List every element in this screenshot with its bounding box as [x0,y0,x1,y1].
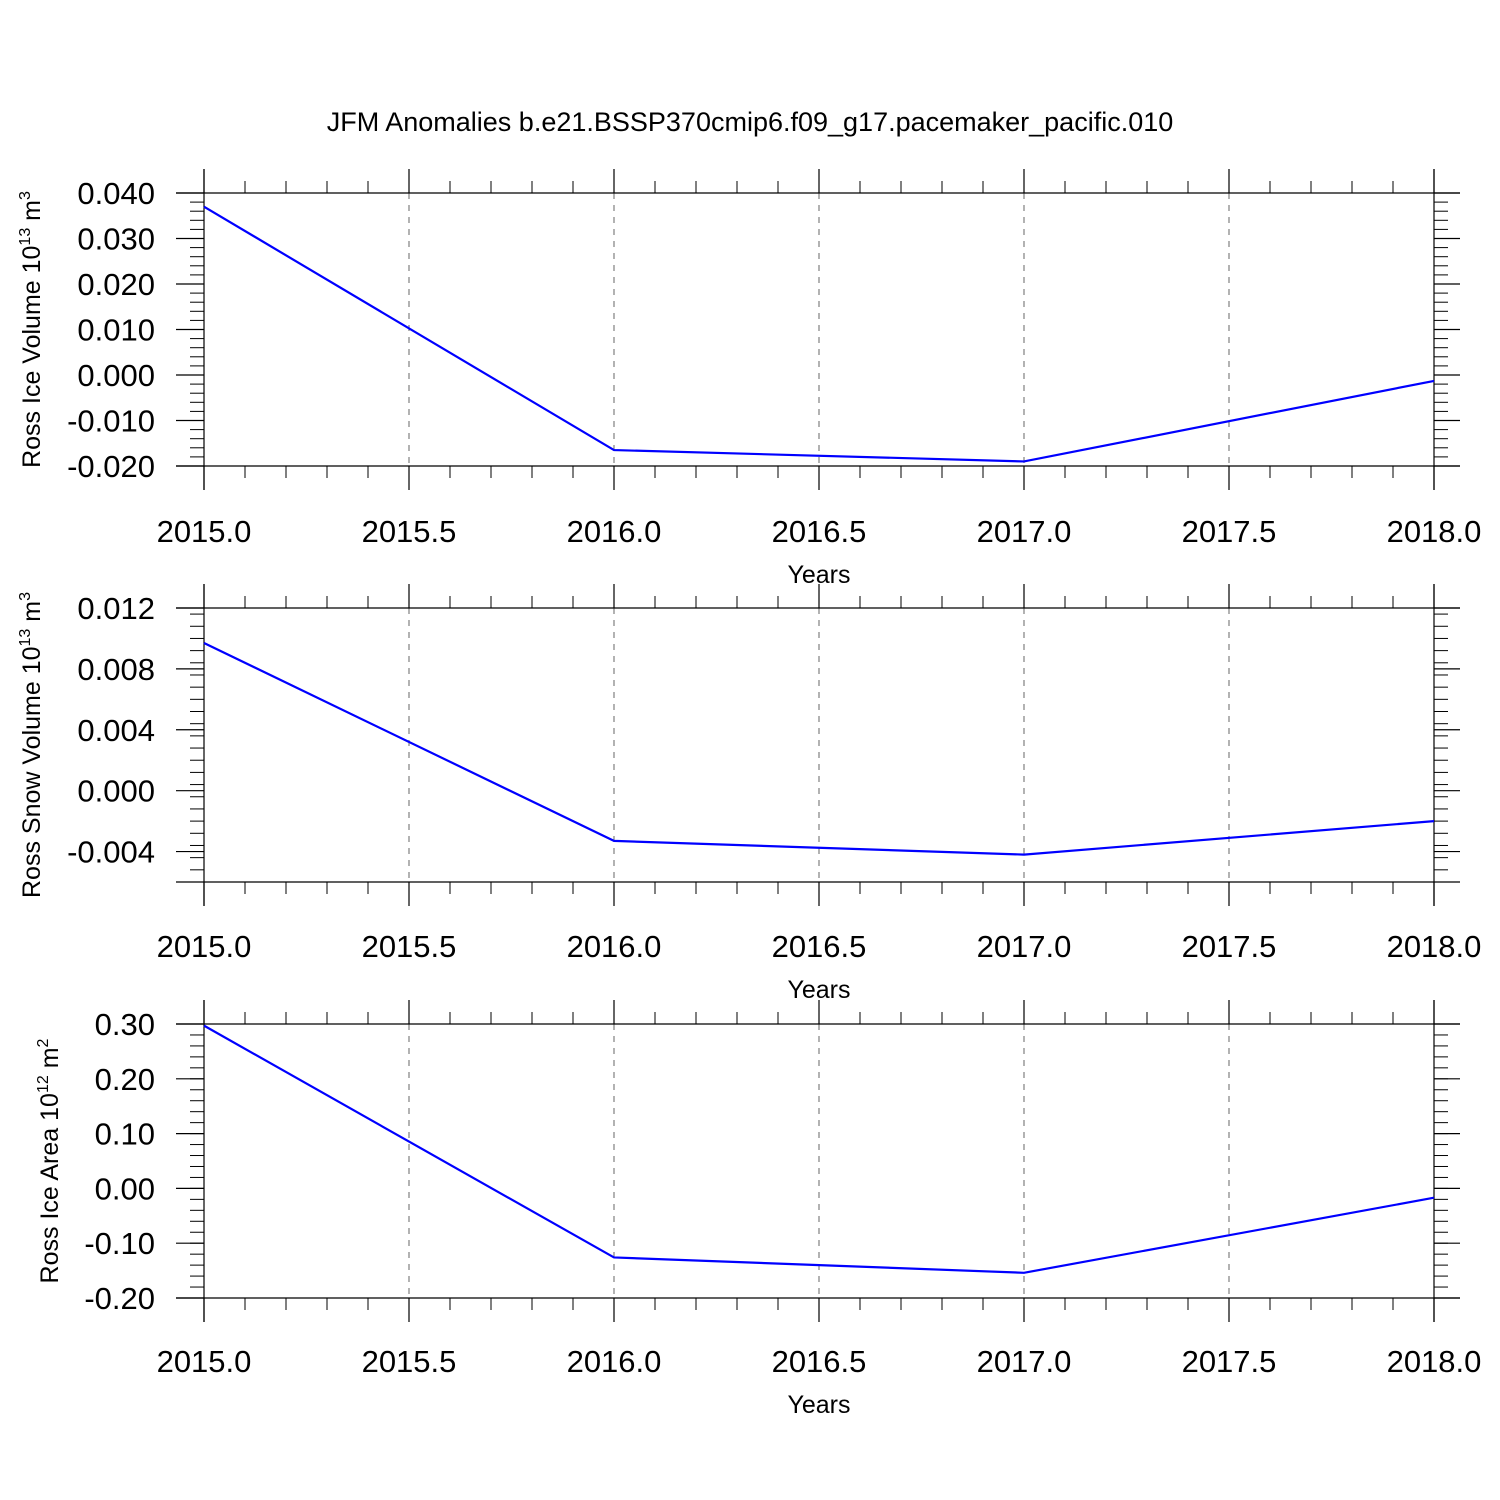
y-tick-label: 0.020 [77,267,155,302]
x-tick-label: 2017.0 [977,1344,1072,1379]
y-tick-label: 0.012 [77,591,155,626]
x-tick-label: 2017.0 [977,929,1072,964]
y-axis-title: Ross Snow Volume 1013 m3 [17,592,46,898]
x-axis-title: Years [787,976,850,1004]
y-tick-label: 0.30 [95,1007,155,1042]
x-tick-label: 2016.0 [567,514,662,549]
y-tick-label: 0.20 [95,1062,155,1097]
y-tick-label: 0.008 [77,652,155,687]
y-tick-label: 0.004 [77,713,155,748]
x-tick-label: 2016.5 [772,1344,867,1379]
y-tick-label: -0.20 [84,1281,155,1316]
series-line [203,1024,1435,1274]
x-tick-label: 2016.0 [567,929,662,964]
panel-2: 2015.0 2015.5 2016.0 2016.5 2017.0 2017.5 2018… [17,584,1481,1004]
chart-panels: 2015.0 2015.5 2016.0 2016.5 2017.0 2017.5 2018… [17,169,1481,1419]
y-axis-title: Ross Ice Area 1012 m2 [35,1038,64,1283]
y-tick-label: -0.004 [67,835,155,870]
x-tick-label: 2017.5 [1182,929,1277,964]
x-tick-label: 2016.5 [772,514,867,549]
y-axis-title: Ross Ice Volume 1013 m3 [17,191,46,468]
x-tick-label: 2015.0 [157,929,252,964]
series-line [203,205,1435,463]
y-tick-label: 0.10 [95,1117,155,1152]
y-tick-label: 0.010 [77,313,155,348]
panel-1: 2015.0 2015.5 2016.0 2016.5 2017.0 2017.5 2018… [17,169,1481,589]
y-tick-label: 0.040 [77,176,155,211]
panel-3: 2015.0 2015.5 2016.0 2016.5 2017.0 2017.5 2018… [35,1000,1481,1419]
y-tick-label: -0.010 [67,404,155,439]
x-tick-label: 2018.0 [1387,929,1482,964]
y-tick-label: 0.030 [77,222,155,257]
x-tick-label: 2018.0 [1387,514,1482,549]
x-axis-title: Years [787,1391,850,1419]
y-tick-label: 0.000 [77,358,155,393]
y-tick-label: 0.00 [95,1171,155,1206]
x-tick-label: 2017.5 [1182,514,1277,549]
y-tick-label: -0.020 [67,449,155,484]
chart-title: JFM Anomalies b.e21.BSSP370cmip6.f09_g17… [327,107,1174,137]
x-tick-label: 2015.0 [157,1344,252,1379]
x-tick-label: 2017.0 [977,514,1072,549]
series-line [203,642,1435,856]
x-tick-label: 2016.5 [772,929,867,964]
x-tick-label: 2017.5 [1182,1344,1277,1379]
y-tick-label: 0.000 [77,774,155,809]
x-tick-label: 2015.5 [362,929,457,964]
x-tick-label: 2015.0 [157,514,252,549]
x-tick-label: 2015.5 [362,514,457,549]
y-tick-label: -0.10 [84,1226,155,1261]
x-tick-label: 2016.0 [567,1344,662,1379]
x-tick-label: 2015.5 [362,1344,457,1379]
x-tick-label: 2018.0 [1387,1344,1482,1379]
